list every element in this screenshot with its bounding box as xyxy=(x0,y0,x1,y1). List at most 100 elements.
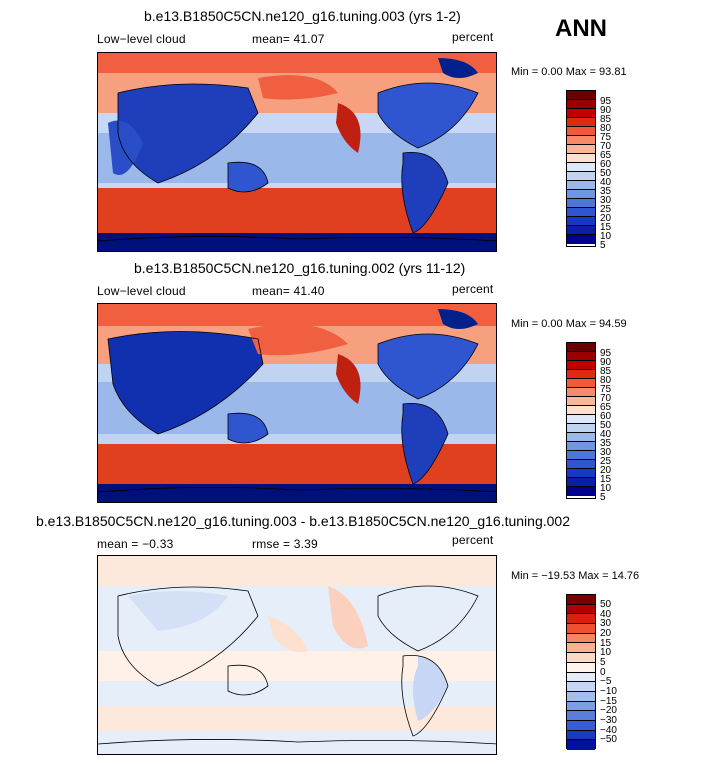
panel2-cbar-label: 95 xyxy=(600,348,612,359)
panel3-cbar-label: 20 xyxy=(600,628,612,639)
panel1-mean: mean= 41.07 xyxy=(252,32,325,46)
panel3-cbar-label: 50 xyxy=(600,599,612,610)
colorbar-swatch xyxy=(567,343,595,352)
panel3-map-plot xyxy=(98,556,496,754)
panel2-cbar-label: 75 xyxy=(600,384,612,395)
colorbar-swatch xyxy=(567,595,595,605)
panel2-map-plot xyxy=(98,304,496,502)
panel2-cbar-label: 65 xyxy=(600,402,612,413)
colorbar-swatch xyxy=(567,226,595,235)
colorbar-swatch xyxy=(567,379,595,388)
colorbar-swatch xyxy=(567,740,595,750)
colorbar-swatch xyxy=(567,460,595,469)
colorbar-swatch xyxy=(567,190,595,199)
colorbar-swatch xyxy=(567,682,595,692)
panel1-cbar-label: 65 xyxy=(600,150,612,161)
colorbar-swatch xyxy=(567,672,595,683)
panel3-minmax: Min = −19.53 Max = 14.76 xyxy=(511,570,640,582)
panel3-map xyxy=(97,555,497,755)
panel3-cbar-label: −5 xyxy=(600,676,612,687)
colorbar-swatch xyxy=(567,181,595,190)
panel2-colorbar xyxy=(566,342,596,499)
panel1-cbar-label: 75 xyxy=(600,132,612,143)
panel2-cbar-label: 70 xyxy=(600,393,612,404)
colorbar-swatch xyxy=(567,163,595,172)
panel2-cbar-label: 15 xyxy=(600,474,612,485)
panel1-minmax: Min = 0.00 Max = 93.81 xyxy=(511,66,627,78)
colorbar-swatch xyxy=(567,208,595,217)
colorbar-swatch xyxy=(567,118,595,127)
colorbar-swatch xyxy=(567,127,595,136)
colorbar-swatch xyxy=(567,442,595,451)
panel2-cbar-label: 85 xyxy=(600,366,612,377)
panel3-cbar-label: 10 xyxy=(600,647,612,658)
colorbar-swatch xyxy=(567,653,595,663)
panel1-cbar-label: 10 xyxy=(600,231,612,242)
colorbar-swatch xyxy=(567,397,595,406)
panel2-units: percent xyxy=(452,282,494,296)
panel1-cbar-label: 35 xyxy=(600,186,612,197)
panel3-colorbar xyxy=(566,594,596,750)
panel1-map-plot xyxy=(98,53,496,251)
colorbar-swatch xyxy=(567,451,595,460)
colorbar-swatch xyxy=(567,145,595,154)
panel2-cbar-label: 50 xyxy=(600,420,612,431)
colorbar-swatch xyxy=(567,109,595,118)
colorbar-swatch xyxy=(567,424,595,433)
panel1-cbar-label: 60 xyxy=(600,159,612,170)
panel3-mean: mean = −0.33 xyxy=(97,537,174,551)
panel2-cbar-label: 60 xyxy=(600,411,612,422)
panel1-cbar-label: 15 xyxy=(600,222,612,233)
colorbar-swatch xyxy=(567,136,595,145)
colorbar-swatch xyxy=(567,604,595,615)
panel1-cbar-label: 20 xyxy=(600,213,612,224)
panel2-cbar-label: 40 xyxy=(600,429,612,440)
colorbar-swatch xyxy=(567,614,595,625)
panel2-cbar-label: 30 xyxy=(600,447,612,458)
panel2-cbar-label: 20 xyxy=(600,465,612,476)
colorbar-swatch xyxy=(567,406,595,415)
colorbar-swatch xyxy=(567,433,595,442)
panel1-variable-label: Low−level cloud xyxy=(97,32,186,46)
panel3-cbar-label: −30 xyxy=(600,715,617,726)
panel1-cbar-label: 95 xyxy=(600,96,612,107)
panel1-cbar-label: 80 xyxy=(600,123,612,134)
colorbar-swatch xyxy=(567,633,595,644)
colorbar-swatch xyxy=(567,199,595,208)
colorbar-swatch xyxy=(567,701,595,712)
panel3-cbar-label: −40 xyxy=(600,725,617,736)
panel3-cbar-label: −20 xyxy=(600,705,617,716)
colorbar-swatch xyxy=(567,624,595,634)
panel1-title: b.e13.B1850C5CN.ne120_g16.tuning.003 (yr… xyxy=(144,8,461,24)
panel1-units: percent xyxy=(452,30,494,44)
panel3-cbar-label: −10 xyxy=(600,686,617,697)
panel2-mean: mean= 41.40 xyxy=(252,284,325,298)
panel2-variable-label: Low−level cloud xyxy=(97,284,186,298)
panel1-cbar-label: 30 xyxy=(600,195,612,206)
panel3-rmse: rmse = 3.39 xyxy=(252,537,318,551)
colorbar-swatch xyxy=(567,469,595,478)
colorbar-swatch xyxy=(567,487,595,496)
colorbar-swatch xyxy=(567,154,595,163)
panel3-cbar-label: 40 xyxy=(600,609,612,620)
colorbar-swatch xyxy=(567,217,595,226)
panel3-cbar-label: 0 xyxy=(600,667,606,678)
colorbar-swatch xyxy=(567,662,595,673)
colorbar-swatch xyxy=(567,388,595,397)
panel1-colorbar xyxy=(566,90,596,247)
panel1-map xyxy=(97,52,497,252)
panel3-units: percent xyxy=(452,533,494,547)
panel3-title: b.e13.B1850C5CN.ne120_g16.tuning.003 - b… xyxy=(36,513,570,529)
colorbar-swatch xyxy=(567,691,595,702)
season-label: ANN xyxy=(555,15,607,42)
panel3-cbar-label: 30 xyxy=(600,618,612,629)
panel3-cbar-label: 15 xyxy=(600,638,612,649)
panel1-cbar-label: 50 xyxy=(600,168,612,179)
panel2-cbar-label: 80 xyxy=(600,375,612,386)
colorbar-swatch xyxy=(567,100,595,109)
colorbar-swatch xyxy=(567,720,595,731)
panel3-cbar-label: −50 xyxy=(600,734,617,745)
colorbar-swatch xyxy=(567,370,595,379)
panel2-map xyxy=(97,303,497,503)
panel2-cbar-label: 90 xyxy=(600,357,612,368)
